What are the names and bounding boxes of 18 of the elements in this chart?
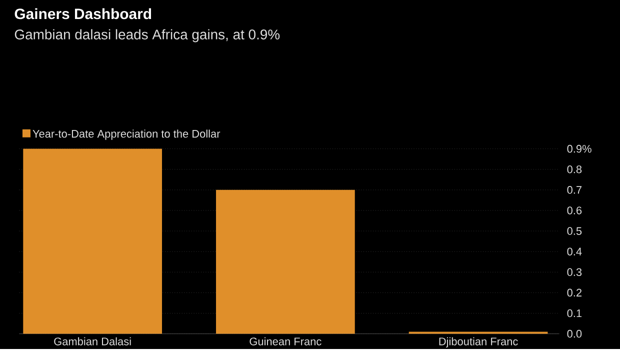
y-tick-label: 0.4: [567, 248, 582, 256]
y-tick-label: 0.6: [567, 206, 582, 214]
chart-title: Gainers Dashboard: [14, 8, 152, 20]
bar: [216, 190, 355, 334]
bar: [23, 148, 162, 334]
x-tick-label: Djiboutian Franc: [439, 337, 518, 348]
y-tick-label: 0.0: [567, 330, 582, 338]
legend-label: Year-to-Date Appreciation to the Dollar: [32, 130, 220, 140]
chart-subtitle: Gambian dalasi leads Africa gains, at 0.9%: [14, 29, 280, 42]
x-tick-label: Guinean Franc: [250, 337, 322, 346]
y-tick-label: 0.2: [567, 288, 582, 297]
x-tick-label: Gambian Dalasi: [54, 337, 131, 346]
y-tick-label: 0.5: [567, 227, 582, 235]
y-tick-label: 0.1: [567, 309, 582, 318]
y-tick-label: 0.9%: [567, 145, 592, 153]
y-tick-label: 0.8: [567, 166, 582, 174]
y-tick-label: 0.3: [567, 268, 582, 276]
y-tick-label: 0.7: [567, 186, 582, 194]
